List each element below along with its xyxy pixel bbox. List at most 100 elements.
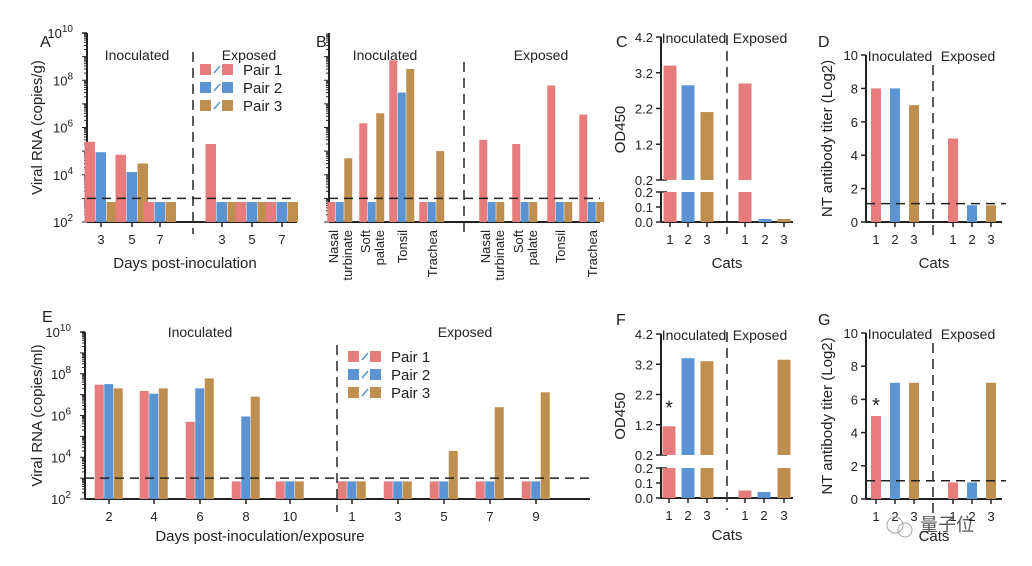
bar (250, 396, 260, 499)
bar (986, 205, 996, 222)
bar (496, 202, 505, 222)
bar (662, 468, 676, 498)
y-tick-label: 4.2 (635, 327, 653, 342)
group-label: Inoculated (662, 30, 727, 46)
bar (235, 202, 246, 222)
panel-letter: G (818, 312, 830, 329)
bar (257, 202, 268, 222)
x-tick-label: Tonsil (395, 230, 410, 263)
bar (241, 416, 251, 499)
legend-swatch (200, 82, 211, 93)
x-tick-label: Trachea (425, 229, 440, 277)
bar (547, 85, 556, 222)
x-tick-label: Trachea (585, 229, 600, 277)
bar (204, 378, 214, 499)
bar (512, 144, 521, 222)
bar (890, 382, 900, 499)
x-tick-label: 9 (532, 509, 539, 524)
bar (700, 468, 714, 498)
y-tick-label: 0 (851, 492, 858, 507)
bar (389, 60, 398, 222)
bar (276, 202, 287, 222)
bar (681, 468, 695, 498)
x-tick-label: palate (525, 230, 540, 265)
bar (137, 163, 148, 222)
legend-swatch (222, 64, 233, 75)
y-tick-label: 8 (851, 359, 858, 374)
bar (738, 83, 752, 180)
bar (738, 192, 752, 222)
x-tick-label: 1 (348, 509, 355, 524)
bar (265, 202, 276, 222)
legend-label: Pair 2 (391, 367, 430, 384)
bar (700, 361, 714, 455)
bar (285, 481, 295, 499)
bar (890, 88, 900, 223)
x-tick-label: 2 (760, 508, 767, 523)
bar (327, 202, 336, 222)
x-axis-label: Cats (712, 527, 743, 544)
panel-A: A 102 104 106 108 1010 3 5 7 Inoculated 3 5 7 Exposed… (29, 24, 298, 272)
bar (95, 152, 106, 222)
bar (485, 481, 495, 499)
x-tick-label: 10 (283, 509, 297, 524)
x-tick-label: 5 (440, 509, 447, 524)
y-tick-label: 104 (53, 166, 73, 183)
bar (158, 388, 168, 499)
y-tick-label: 102 (53, 213, 73, 230)
wechat-icon (897, 522, 913, 538)
x-tick-label: 3 (987, 509, 994, 524)
x-axis-label: Cats (919, 528, 950, 545)
bar (335, 202, 344, 222)
legend-label: Pair 3 (243, 98, 282, 115)
significance-asterisk: * (665, 397, 673, 419)
x-tick-label: 7 (278, 232, 285, 247)
bar (579, 114, 588, 222)
legend-swatch (370, 351, 381, 362)
bar (948, 138, 958, 222)
x-tick-label: 2 (684, 508, 691, 523)
x-tick-label: 2 (684, 232, 691, 247)
x-tick-label: 3 (703, 508, 710, 523)
y-tick-label: 0.1 (635, 200, 653, 215)
bar (185, 421, 195, 499)
bar (383, 481, 393, 499)
bar (663, 192, 677, 222)
bar (521, 481, 531, 499)
group-label: Exposed (733, 327, 787, 343)
bar (126, 172, 137, 222)
bar (909, 105, 919, 222)
bar (419, 202, 428, 222)
group-label: Inoculated (662, 327, 727, 343)
bar (84, 141, 95, 222)
x-tick-label: 3 (218, 232, 225, 247)
legend-label: Pair 2 (243, 80, 282, 97)
bar (967, 205, 977, 222)
bar (564, 202, 573, 222)
y-tick-label: 6 (851, 115, 858, 130)
group-label: Exposed (222, 47, 276, 63)
x-tick-label: 2 (105, 509, 112, 524)
bar (777, 219, 791, 222)
y-tick-label: 0.0 (635, 491, 653, 506)
panel-E: E 102 104 106 108 1010 2 4 6 8 10 Inoculated 1 3 5 7 9 Ex… (29, 309, 590, 545)
bar (758, 219, 772, 222)
x-axis-label: Cats (712, 255, 743, 272)
legend-swatch (222, 82, 233, 93)
panel-letter: D (818, 34, 830, 51)
bar (596, 202, 605, 222)
y-tick-label: 0 (851, 215, 858, 230)
y-tick-label: 1.2 (635, 418, 653, 433)
x-tick-label: 1 (949, 232, 956, 247)
bar (777, 468, 791, 498)
bar (531, 481, 541, 499)
bar (393, 481, 403, 499)
y-tick-label: 106 (51, 407, 71, 424)
y-axis-label: Viral RNA (copies/g) (29, 60, 46, 195)
x-tick-label: 8 (242, 509, 249, 524)
legend-slash (213, 83, 221, 92)
x-tick-label: 1 (666, 232, 673, 247)
y-tick-label: 104 (51, 448, 71, 465)
group-label: Exposed (438, 324, 492, 340)
